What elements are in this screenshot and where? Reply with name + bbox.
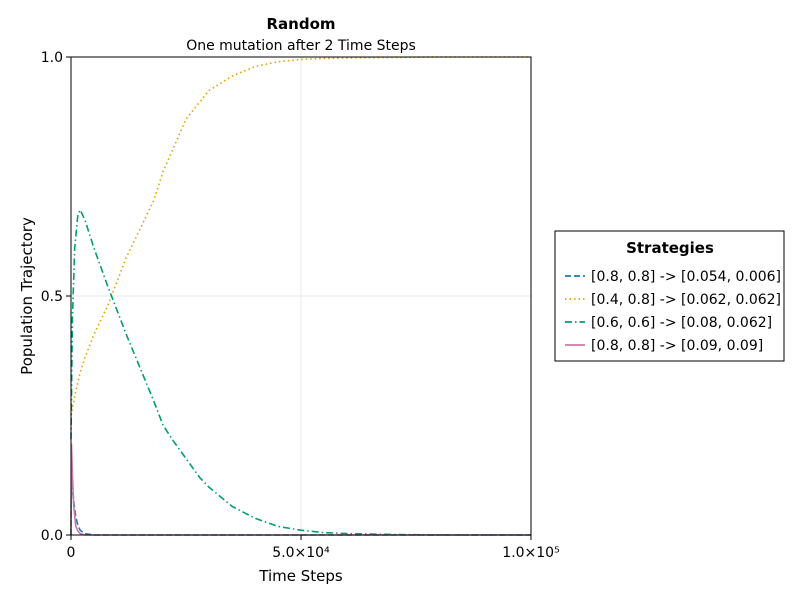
legend-label-1: [0.4, 0.8] -> [0.062, 0.062]	[591, 292, 781, 308]
y-tick-label-2: 1.0	[41, 50, 63, 66]
legend-items: [0.8, 0.8] -> [0.054, 0.006] [0.4, 0.8] -…	[565, 269, 781, 354]
legend-label-3: [0.8, 0.8] -> [0.09, 0.09]	[591, 338, 763, 354]
x-tick-label-0: 0	[67, 545, 76, 561]
legend-item-2: [0.6, 0.6] -> [0.08, 0.062]	[565, 315, 772, 331]
x-tick-label-2: 1.0×10⁵	[502, 545, 559, 561]
y-axis-ticks: 0.0 0.5 1.0	[41, 50, 71, 544]
y-tick-label-1: 0.5	[41, 289, 63, 305]
grid-lines	[71, 57, 531, 535]
legend-box	[554, 230, 785, 362]
legend-label-0: [0.8, 0.8] -> [0.054, 0.006]	[591, 269, 781, 285]
legend-title: Strategies	[626, 239, 714, 257]
legend-label-2: [0.6, 0.6] -> [0.08, 0.062]	[591, 315, 772, 331]
legend: Strategies [0.8, 0.8] -> [0.054, 0.006][…	[554, 230, 785, 362]
x-axis-label: Time Steps	[258, 567, 343, 585]
x-axis-ticks: 0 5.0×10⁴ 1.0×10⁵	[67, 535, 560, 561]
y-axis-label: Population Trajectory	[18, 217, 36, 375]
y-tick-label-0: 0.0	[41, 528, 63, 544]
plot-area: 0 5.0×10⁴ 1.0×10⁵ 0.0 0.5 1.0	[41, 50, 560, 561]
legend-item-1: [0.4, 0.8] -> [0.062, 0.062]	[565, 292, 781, 308]
legend-item-0: [0.8, 0.8] -> [0.054, 0.006]	[565, 269, 781, 285]
x-tick-label-1: 5.0×10⁴	[272, 545, 330, 561]
chart-subtitle: One mutation after 2 Time Steps	[186, 38, 416, 54]
series-line-2	[70, 209, 531, 536]
legend-item-3: [0.8, 0.8] -> [0.09, 0.09]	[565, 338, 763, 354]
chart-title: Random	[266, 15, 335, 33]
